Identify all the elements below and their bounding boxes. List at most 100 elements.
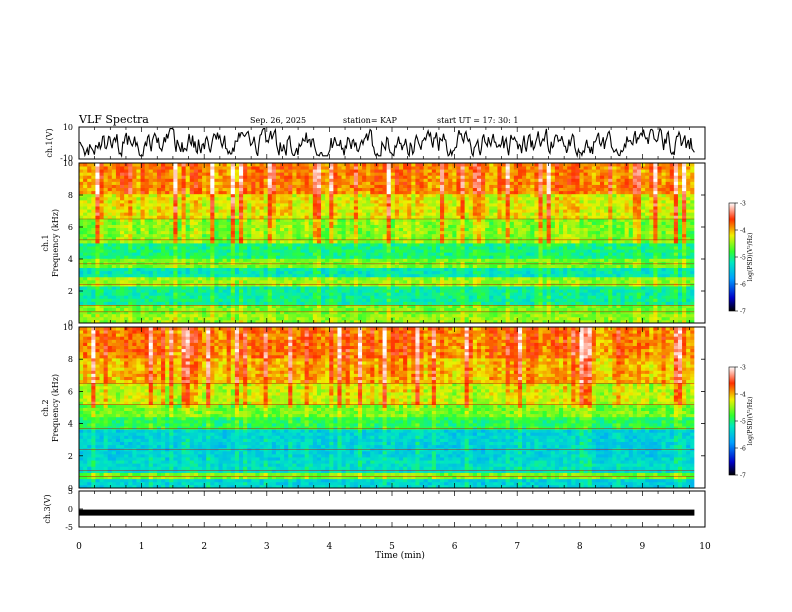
spectrogram-cell: [468, 252, 474, 256]
spectrogram-cell: [583, 310, 589, 315]
spectrogram-cell: [468, 221, 474, 225]
spectrogram-cell: [349, 224, 355, 229]
spectrogram-cell: [321, 230, 326, 235]
spectrogram-cell: [628, 227, 634, 232]
spectrogram-cell: [341, 252, 347, 256]
spectrogram-cell: [345, 307, 351, 312]
spectrogram-cell: [571, 255, 576, 259]
spectrogram-cell: [107, 273, 113, 278]
spectrogram-cell: [382, 224, 388, 229]
spectrogram-cell: [267, 270, 273, 275]
spectrogram-cell: [563, 261, 568, 265]
spectrogram-cell: [440, 310, 445, 315]
spectrogram-cell: [230, 319, 236, 324]
spectrogram-cell: [255, 316, 260, 321]
spectrogram-cell: [682, 230, 687, 235]
spectrogram-cell: [571, 279, 576, 284]
spectrogram-cell: [653, 233, 658, 238]
spectrogram-cell: [226, 295, 232, 299]
spectrogram-cell: [460, 289, 466, 293]
spectrogram-cell: [197, 310, 203, 315]
spectrogram-cell: [530, 276, 535, 281]
spectrogram-cell: [517, 279, 523, 284]
spectrogram-cell: [489, 258, 494, 262]
spectrogram-cell: [136, 261, 141, 265]
spectrogram-cell: [542, 252, 548, 256]
spectrogram-cell: [575, 316, 580, 321]
spectrogram-cell: [238, 295, 244, 299]
spectrogram-cell: [440, 264, 445, 269]
spectrogram-cell: [259, 230, 265, 235]
spectrogram-cell: [600, 264, 605, 269]
spectrogram-cell: [456, 319, 461, 324]
spectrogram-cell: [690, 304, 695, 309]
spectrogram-cell: [329, 319, 334, 324]
spectrogram-cell: [517, 289, 523, 293]
spectrogram-cell: [505, 221, 511, 225]
spectrogram-cell: [300, 295, 306, 299]
spectrogram-cell: [222, 295, 228, 299]
spectrogram-cell: [407, 270, 412, 275]
spectrogram-cell: [300, 239, 306, 244]
spectrogram-cell: [83, 270, 88, 275]
spectrogram-cell: [226, 316, 232, 321]
spectrogram-cell: [554, 258, 560, 262]
spectrogram-cell: [624, 310, 630, 315]
spectrogram-cell: [79, 292, 84, 296]
spectrogram-cell: [677, 252, 683, 256]
spectrogram-cell: [284, 307, 289, 312]
spectrogram-cell: [189, 227, 195, 232]
spectrogram-cell: [444, 233, 449, 238]
spectrogram-cell: [222, 227, 228, 232]
spectrogram-cell: [337, 310, 342, 315]
spectrogram-cell: [415, 273, 420, 278]
spectrogram-cell: [476, 233, 482, 238]
spectrogram-cell: [415, 286, 420, 290]
spectrogram-cell: [686, 233, 691, 238]
spectrogram-cell: [534, 319, 539, 324]
spectrogram-cell: [493, 224, 498, 229]
spectrogram-cell: [595, 279, 601, 284]
spectrogram-cell: [456, 258, 461, 262]
spectrogram-cell: [616, 310, 621, 315]
spectrogram-cell: [468, 276, 474, 281]
spectrogram-cell: [136, 298, 141, 302]
spectrogram-cell: [481, 224, 486, 229]
spectrogram-cell: [222, 233, 228, 238]
spectrogram-cell: [288, 258, 293, 262]
spectrogram-cell: [476, 298, 482, 302]
spectrogram-cell: [575, 221, 580, 225]
spectrogram-cell: [526, 295, 531, 299]
spectrogram-cell: [345, 292, 351, 296]
spectrogram-cell: [571, 227, 576, 232]
spectrogram-cell: [489, 276, 494, 281]
spectrogram-cell: [595, 267, 601, 272]
spectrogram-cell: [111, 252, 117, 256]
spectrogram-cell: [308, 298, 314, 302]
spectrogram-cell: [550, 295, 556, 299]
spectrogram-cell: [608, 307, 613, 312]
spectrogram-cell: [374, 298, 379, 302]
spectrogram-cell: [554, 304, 560, 309]
spectrogram-cell: [316, 261, 322, 265]
spectrogram-cell: [304, 249, 310, 253]
spectrogram-cell: [366, 316, 371, 321]
spectrogram-cell: [591, 264, 597, 269]
spectrogram-cell: [337, 267, 342, 272]
spectrogram-cell: [136, 258, 141, 262]
spectrogram-cell: [275, 224, 281, 229]
spectrogram-cell: [345, 233, 351, 238]
spectrogram-cell: [398, 221, 404, 225]
spectrogram-cell: [267, 273, 273, 278]
spectrogram-cell: [485, 239, 490, 244]
spectrogram-cell: [370, 239, 375, 244]
spectrogram-cell: [115, 298, 121, 302]
spectrogram-cell: [390, 236, 396, 241]
spectrogram-cell: [419, 255, 424, 259]
spectrogram-cell: [267, 261, 273, 265]
spectrogram-cell: [321, 298, 326, 302]
spectrogram-cell: [181, 279, 187, 284]
spectrogram-cell: [636, 264, 642, 269]
spectrogram-cell: [636, 224, 642, 229]
spectrogram-cell: [83, 301, 88, 305]
